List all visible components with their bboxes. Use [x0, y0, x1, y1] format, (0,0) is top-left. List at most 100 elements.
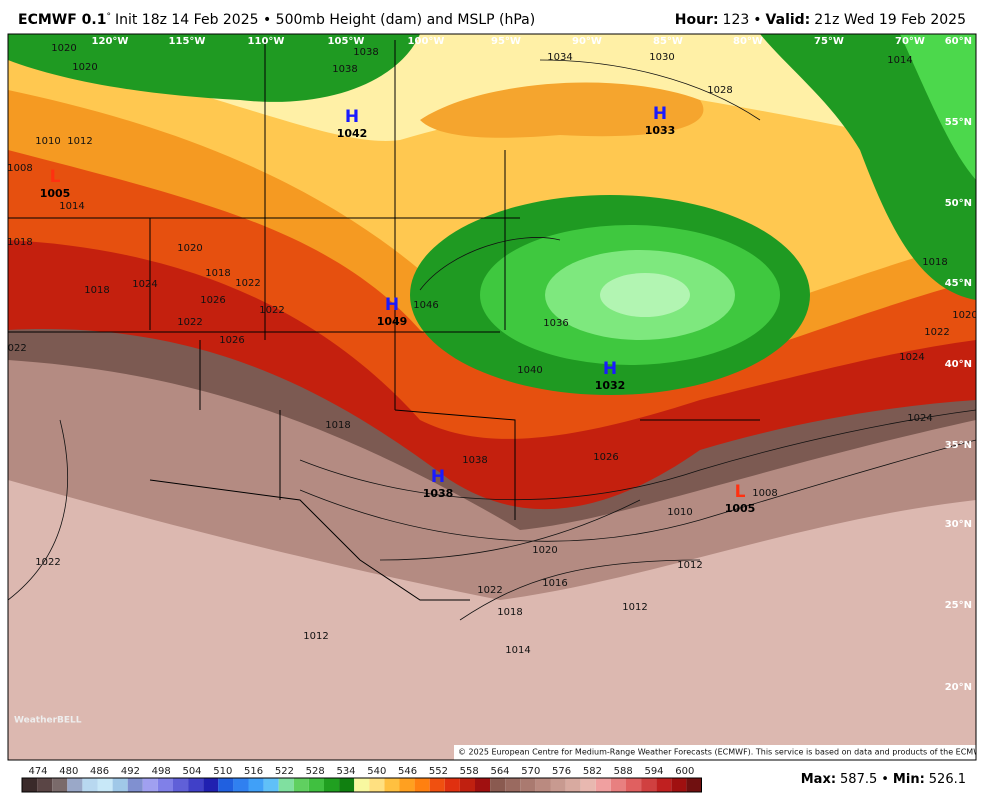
center-value: 1042 — [337, 127, 368, 140]
colorbar-swatch — [127, 778, 143, 792]
latitude-label: 35°N — [945, 440, 972, 451]
isobar-label: 1020 — [72, 62, 97, 73]
colorbar-label: 588 — [614, 766, 633, 777]
isobar-label: 1020 — [177, 243, 202, 254]
longitude-label: 80°W — [733, 36, 763, 47]
isobar-label: 1008 — [752, 488, 777, 499]
isobar-label: 1022 — [259, 305, 284, 316]
isobar-labels: 1020 1020 1038 1038 1034 1030 1028 1014 1010 1012… — [1, 43, 977, 656]
isobar-label: 1014 — [505, 645, 530, 656]
center-letter: H — [653, 104, 667, 124]
colorbar-swatch — [37, 778, 53, 792]
height-band — [600, 273, 690, 317]
latitude-label: 30°N — [945, 519, 972, 530]
isobar-label: 1018 — [325, 420, 350, 431]
map-frame — [7, 33, 977, 761]
latitude-label: 55°N — [945, 117, 972, 128]
isobar-label: 1038 — [353, 47, 378, 58]
colorbar-label: 522 — [275, 766, 294, 777]
isobar-label: 1022 — [177, 317, 202, 328]
colorbar-label: 480 — [59, 766, 78, 777]
min: 526.1 — [929, 772, 966, 787]
isobar — [459, 559, 701, 621]
isobar-label: 1024 — [132, 279, 157, 290]
max-label: Max: — [801, 772, 836, 787]
isobar-label: 1028 — [707, 85, 732, 96]
colorbar-swatch — [142, 778, 158, 792]
colorbar-swatch — [263, 778, 279, 792]
colorbar-swatch — [97, 778, 113, 792]
colorbar-swatch — [444, 778, 460, 792]
longitude-label: 120°W — [92, 36, 129, 47]
isobar-label: 1026 — [593, 452, 618, 463]
longitude-label: 110°W — [248, 36, 285, 47]
colorbar-label: 540 — [367, 766, 386, 777]
isobar — [299, 409, 976, 501]
isobar-label: 1018 — [497, 607, 522, 618]
longitude-label: 70°W — [895, 36, 925, 47]
center-value: 1033 — [645, 124, 676, 137]
logo: WeatherBELL — [14, 716, 82, 726]
latitude-label: 45°N — [945, 278, 972, 289]
colorbar-swatch — [369, 778, 385, 792]
center-value: 1005 — [40, 187, 71, 200]
colorbar-swatch — [641, 778, 657, 792]
isobar-label: 1012 — [622, 602, 647, 613]
header-right: Hour: 123 • Valid: 21z Wed 19 Feb 2025 — [675, 12, 966, 28]
center-letter: H — [385, 295, 399, 315]
colorbar-swatch — [686, 778, 702, 792]
isobar-label: 1024 — [899, 352, 924, 363]
colorbar-label: 552 — [429, 766, 448, 777]
colorbar-swatch — [490, 778, 506, 792]
colorbar: 474 480 486 492 498 504 510 516 522 528 534 540 546 5… — [21, 766, 702, 793]
isobars — [8, 59, 976, 621]
graticule-labels: 120°W 115°W 110°W 105°W 100°W 95°W 90°W 85°W 80°… — [92, 36, 972, 693]
longitude-label: 85°W — [653, 36, 683, 47]
colorbar-label: 516 — [244, 766, 263, 777]
isobar — [539, 59, 761, 121]
colorbar-label: 474 — [28, 766, 47, 777]
colorbar-label: 492 — [121, 766, 140, 777]
isobar-label: 1010 — [35, 136, 60, 147]
stats: Max: 587.5 • Min: 526.1 — [801, 772, 966, 787]
colorbar-swatch — [218, 778, 234, 792]
colorbar-swatch — [157, 778, 173, 792]
colorbar-swatch — [67, 778, 83, 792]
isobar-label: 1018 — [205, 268, 230, 279]
colorbar-swatch — [173, 778, 189, 792]
colorbar-label: 582 — [583, 766, 602, 777]
colorbar-swatch — [233, 778, 249, 792]
colorbar-swatch — [278, 778, 294, 792]
degree: ° — [106, 12, 111, 22]
colorbar-swatch — [324, 778, 340, 792]
center-letter: L — [735, 482, 746, 502]
min-label: Min: — [893, 772, 925, 787]
separator: • — [881, 772, 889, 787]
isobar-label: 1020 — [532, 545, 557, 556]
isobar-label: 1022 — [477, 585, 502, 596]
isobar-label: 1038 — [332, 64, 357, 75]
colorbar-swatch — [610, 778, 626, 792]
longitude-label: 115°W — [169, 36, 206, 47]
separator: • — [753, 12, 761, 28]
center-letter: H — [431, 467, 445, 487]
map: 120°W 115°W 110°W 105°W 100°W 95°W 90°W 85°W 80°… — [1, 34, 984, 760]
isobar-label: 1022 — [1, 343, 26, 354]
colorbar-swatch — [656, 778, 672, 792]
isobar-label: 1030 — [649, 52, 674, 63]
isobar-label: 1024 — [907, 413, 932, 424]
latitude-label: 50°N — [945, 198, 972, 209]
colorbar-swatch — [52, 778, 68, 792]
colorbar-swatch — [248, 778, 264, 792]
colorbar-label: 486 — [90, 766, 109, 777]
isobar-label: 1020 — [952, 310, 977, 321]
colorbar-swatch — [580, 778, 596, 792]
border — [8, 40, 760, 601]
isobar-label: 1026 — [200, 295, 225, 306]
colorbar-label: 498 — [152, 766, 171, 777]
model: ECMWF 0.1 — [18, 12, 106, 28]
max: 587.5 — [840, 772, 877, 787]
copyright: © 2025 European Centre for Medium-Range … — [458, 748, 984, 757]
colorbar-swatch — [384, 778, 400, 792]
isobar-label: 1012 — [67, 136, 92, 147]
